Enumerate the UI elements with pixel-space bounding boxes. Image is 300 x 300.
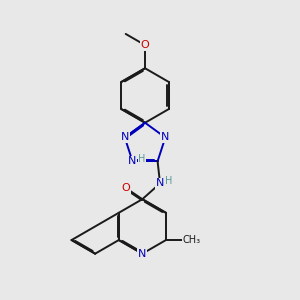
Text: H: H — [165, 176, 173, 186]
Text: O: O — [121, 183, 130, 193]
Text: N: N — [138, 249, 146, 259]
Text: O: O — [141, 40, 149, 50]
Text: N: N — [161, 133, 170, 142]
Text: CH₃: CH₃ — [183, 235, 201, 245]
Text: N: N — [121, 133, 129, 142]
Text: H: H — [138, 154, 146, 164]
Text: N: N — [128, 156, 137, 166]
Text: N: N — [156, 178, 164, 188]
